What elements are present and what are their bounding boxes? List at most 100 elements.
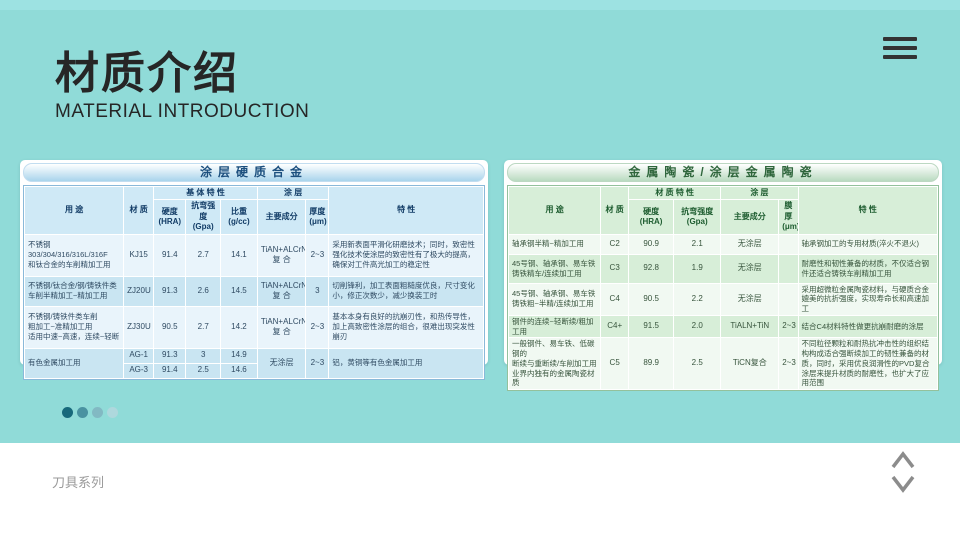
th-base-group: 基 体 特 性 bbox=[153, 185, 258, 201]
cell-usage: 有色金属加工用 bbox=[23, 347, 125, 379]
table-row: 钢件的连续~轻断续/粗加工用 C4+ 91.5 2.0 TiALN+TiN 2~… bbox=[507, 314, 939, 339]
cell-traits: 结合C4材料特性做更抗崩耐磨的涂层 bbox=[797, 314, 939, 339]
cermet-table-frame: 用 途 材 质 材 质 特 性 涂 层 特 性 硬度 (HRA) 抗弯强度 (G… bbox=[507, 185, 939, 392]
coated-carbide-panel: 涂层硬质合金 用 途 材 质 基 体 特 性 涂 层 特 性 硬 bbox=[20, 160, 488, 380]
cell-hardness: 91.3 bbox=[153, 347, 187, 364]
th-hardness: 硬度 (HRA) bbox=[628, 199, 675, 235]
cell-composition: TiALN+TiN bbox=[720, 314, 780, 339]
cell-hardness: 90.5 bbox=[153, 305, 187, 349]
cell-material: C2 bbox=[600, 233, 630, 255]
cell-composition: 无涂层 bbox=[720, 253, 780, 284]
th-usage: 用 途 bbox=[23, 186, 125, 235]
cell-hardness: 91.4 bbox=[153, 362, 187, 379]
cell-composition: TiAN+ALCrN 复 合 bbox=[256, 305, 307, 349]
cell-thickness: 2~3 bbox=[305, 347, 330, 379]
cell-traits: 不同粒径颗粒和耐热抗冲击性的组织结构构成适合强断续加工的韧性兼备的材质，同时，采… bbox=[797, 337, 939, 391]
th-material: 材 质 bbox=[123, 186, 155, 235]
cell-film bbox=[778, 253, 799, 284]
pagination bbox=[62, 407, 118, 418]
th-film: 膜厚 (μm) bbox=[778, 199, 799, 235]
cell-bending: 2.6 bbox=[185, 275, 222, 307]
cell-traits: 铝，黄铜等有色金属加工用 bbox=[328, 347, 484, 379]
th-hardness: 硬度 (HRA) bbox=[153, 199, 187, 235]
cell-film: 2~3 bbox=[778, 337, 799, 391]
table-row: 不锈钢/铸铁件类车削 粗加工~准精加工用 适用中速~高速，连续~轻断 ZJ30U… bbox=[23, 305, 484, 349]
cell-film: 2~3 bbox=[778, 314, 799, 339]
th-material: 材 质 bbox=[600, 186, 630, 235]
cermet-table: 用 途 材 质 材 质 特 性 涂 层 特 性 硬度 (HRA) 抗弯强度 (G… bbox=[507, 185, 939, 391]
cell-bending: 3 bbox=[185, 347, 222, 364]
th-coating-group: 涂 层 bbox=[256, 185, 330, 201]
th-density: 比重 (g/cc) bbox=[220, 199, 258, 235]
cell-material: KJ15 bbox=[123, 233, 155, 277]
table-row: 一般钢件、易车铁、低碳钢的 断续与重断续/车削加工用 业界内独有的金属陶瓷材质 … bbox=[507, 337, 939, 391]
coated-carbide-title: 涂层硬质合金 bbox=[23, 163, 485, 182]
cell-density: 14.9 bbox=[220, 347, 258, 364]
coated-carbide-table-frame: 用 途 材 质 基 体 特 性 涂 层 特 性 硬度 (HRA) 抗弯强度 (G… bbox=[23, 185, 485, 380]
cell-film bbox=[778, 282, 799, 316]
th-traits: 特 性 bbox=[328, 186, 484, 235]
cell-film bbox=[778, 233, 799, 255]
bottom-bar: 刀具系列 bbox=[0, 443, 960, 540]
cell-composition: 无涂层 bbox=[256, 347, 307, 379]
cell-material: AG-1 bbox=[123, 347, 155, 364]
page-subtitle: MATERIAL INTRODUCTION bbox=[55, 101, 310, 123]
pagination-dot-active[interactable] bbox=[62, 407, 73, 418]
table-row: 45号钢、轴承钢、易车铁 铸铁粗~半精/连续加工用 C4 90.5 2.2 无涂… bbox=[507, 282, 939, 316]
cell-usage: 一般钢件、易车铁、低碳钢的 断续与重断续/车削加工用 业界内独有的金属陶瓷材质 bbox=[507, 337, 602, 391]
cell-density: 14.2 bbox=[220, 305, 258, 349]
pagination-dot[interactable] bbox=[77, 407, 88, 418]
th-coating-group: 涂 层 bbox=[720, 185, 799, 201]
cell-thickness: 2~3 bbox=[305, 305, 330, 349]
cell-composition: 无涂层 bbox=[720, 282, 780, 316]
cell-material: C4 bbox=[600, 282, 630, 316]
cell-traits: 采用新表面平滑化研磨技术；同时，致密性强化技术使涂层的致密性有了极大的提高，确保… bbox=[328, 233, 484, 277]
cell-usage: 不锈钢 303/304/316/316L/316F 和钛合金的车削精加工用 bbox=[23, 233, 125, 277]
table-row: 不锈钢 303/304/316/316L/316F 和钛合金的车削精加工用 KJ… bbox=[23, 233, 484, 277]
cell-composition: TiAN+ALCrN 复 合 bbox=[256, 233, 307, 277]
table-row: 有色金属加工用 AG-1 91.3 3 14.9 无涂层 2~3 铝，黄铜等有色… bbox=[23, 347, 484, 379]
chevron-down-icon[interactable] bbox=[890, 474, 916, 494]
cell-usage: 45号钢、轴承钢、易车铁 铸铁粗~半精/连续加工用 bbox=[507, 282, 602, 316]
cell-material: AG-3 bbox=[123, 362, 155, 379]
hamburger-menu-icon[interactable] bbox=[883, 37, 917, 59]
chevron-up-icon[interactable] bbox=[890, 450, 916, 470]
pagination-dot[interactable] bbox=[92, 407, 103, 418]
cell-bending: 2.1 bbox=[673, 233, 722, 255]
cell-composition: TiAN+ALCrN 复 合 bbox=[256, 275, 307, 307]
table-row: AG-3 91.4 2.5 14.6 bbox=[25, 362, 484, 379]
menu-bar bbox=[883, 37, 917, 41]
cermet-panel: 金属陶瓷/涂层金属陶瓷 用 途 材 质 材 质 特 性 涂 层 特 性 bbox=[504, 160, 942, 392]
cell-density: 14.1 bbox=[220, 233, 258, 277]
cell-bending: 1.9 bbox=[673, 253, 722, 284]
cermet-title: 金属陶瓷/涂层金属陶瓷 bbox=[507, 163, 939, 182]
menu-bar bbox=[883, 46, 917, 50]
coated-carbide-table: 用 途 材 质 基 体 特 性 涂 层 特 性 硬度 (HRA) 抗弯强度 (G… bbox=[23, 185, 484, 379]
cell-traits: 基本本身有良好的抗崩刃性，和热传导性，加上高致密性涂层的组合，很难出现突发性崩刃 bbox=[328, 305, 484, 349]
cell-bending: 2.7 bbox=[185, 305, 222, 349]
cell-traits: 耐磨性和韧性兼备的材质，不仅适合钢件还适合铸铁车削精加工用 bbox=[797, 253, 939, 284]
th-usage: 用 途 bbox=[507, 186, 602, 235]
title-block: 材质介绍 MATERIAL INTRODUCTION bbox=[55, 49, 310, 123]
slide-nav bbox=[890, 450, 916, 494]
cell-usage: 不锈钢/铸铁件类车削 粗加工~准精加工用 适用中速~高速，连续~轻断 bbox=[23, 305, 125, 349]
cell-material: ZJ20U bbox=[123, 275, 155, 307]
pagination-dot[interactable] bbox=[107, 407, 118, 418]
cell-hardness: 91.3 bbox=[153, 275, 187, 307]
th-bending: 抗弯强度 (Gpa) bbox=[673, 199, 722, 235]
cell-material: C4+ bbox=[600, 314, 630, 339]
cell-hardness: 89.9 bbox=[628, 337, 675, 391]
cell-composition: TiCN复合 bbox=[720, 337, 780, 391]
th-thickness: 厚度 (μm) bbox=[305, 199, 330, 235]
th-composition: 主要成分 bbox=[720, 199, 780, 235]
page-title: 材质介绍 bbox=[55, 49, 239, 98]
cell-hardness: 90.5 bbox=[628, 282, 675, 316]
th-composition: 主要成分 bbox=[256, 199, 307, 235]
footer-series-label: 刀具系列 bbox=[52, 475, 105, 490]
cell-thickness: 3 bbox=[305, 275, 330, 307]
th-bending: 抗弯强度 (Gpa) bbox=[185, 199, 222, 235]
table-row: 45号钢、轴承钢、易车铁 铸铁精车/连续加工用 C3 92.8 1.9 无涂层 … bbox=[507, 253, 939, 284]
cell-hardness: 90.9 bbox=[628, 233, 675, 255]
cell-hardness: 91.4 bbox=[153, 233, 187, 277]
